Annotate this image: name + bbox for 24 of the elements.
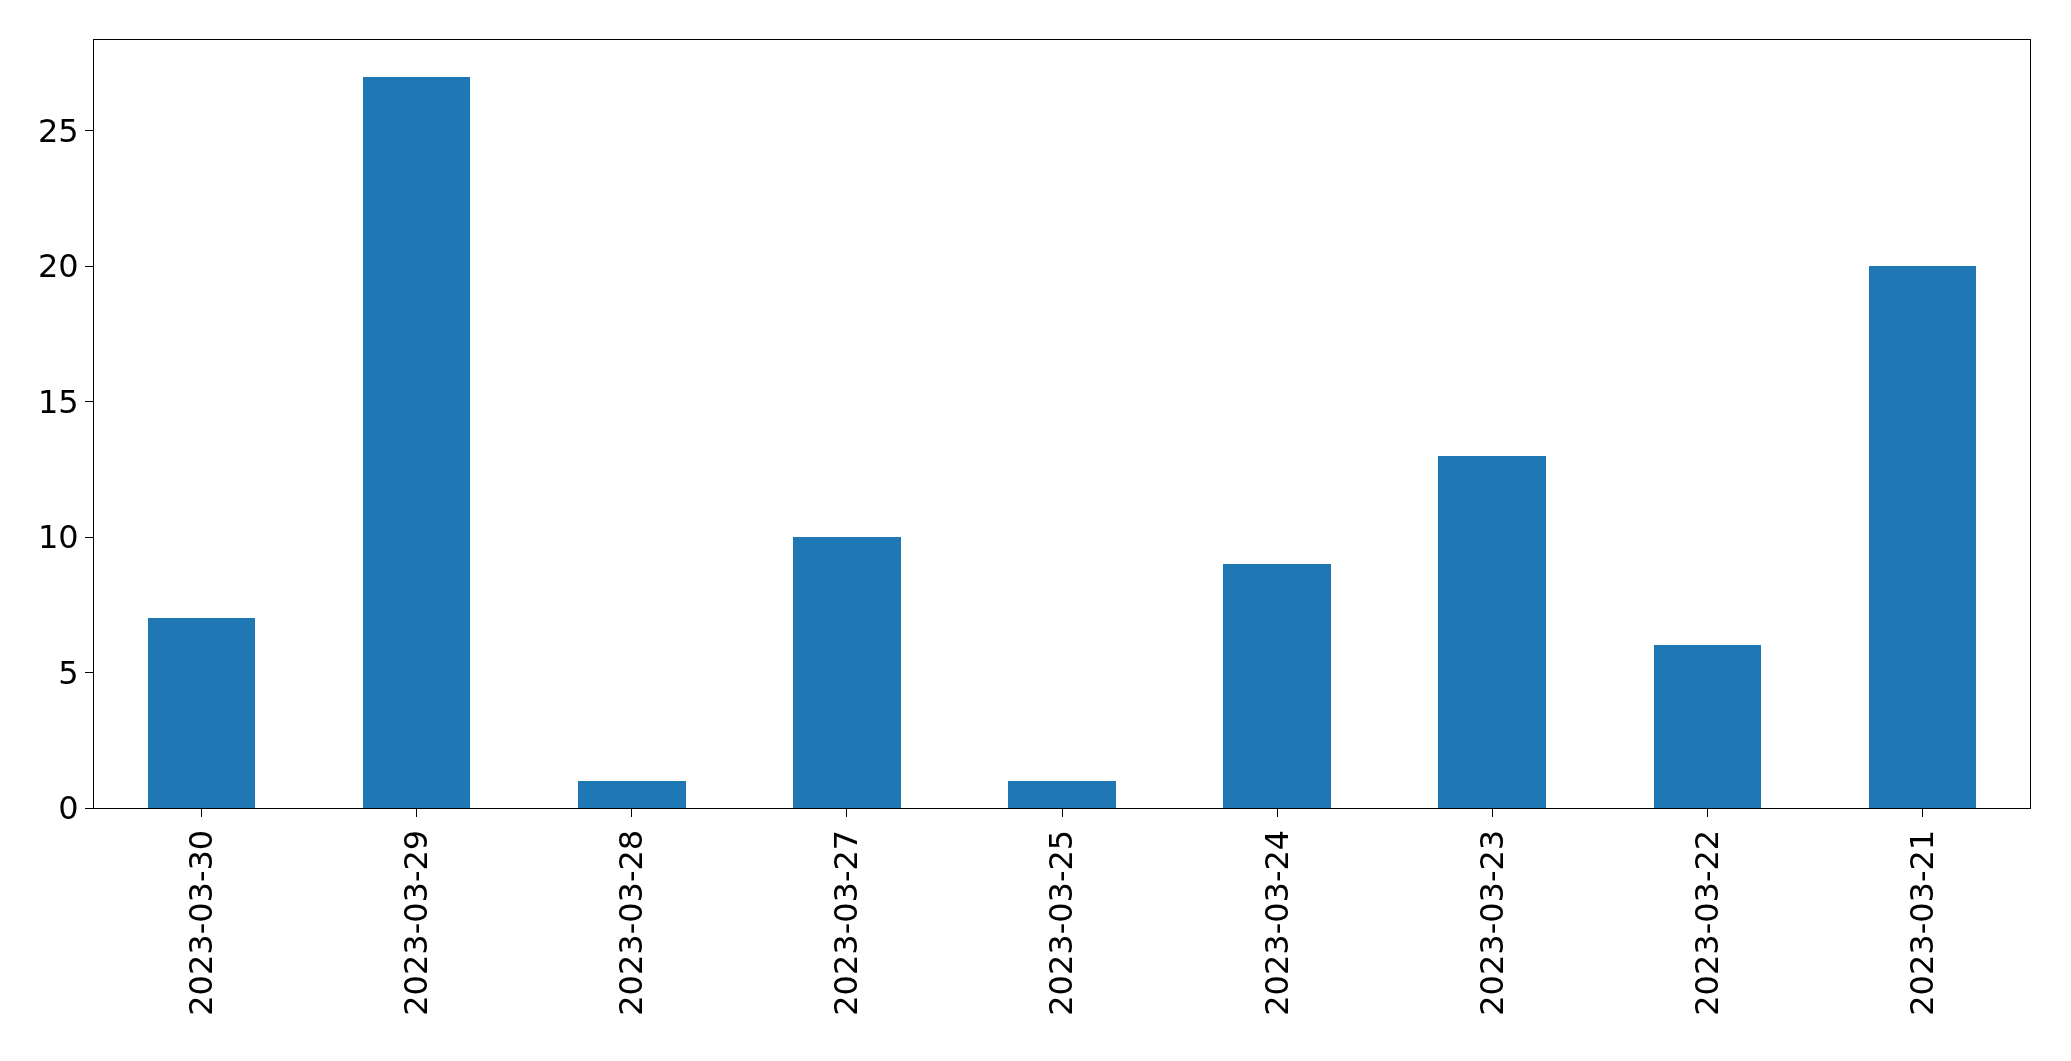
- bar: [363, 77, 470, 808]
- bar: [578, 781, 686, 808]
- x-tick-label: 2023-03-21: [1902, 829, 1941, 1016]
- y-tick-label: 10: [37, 518, 79, 557]
- bar: [1008, 781, 1116, 808]
- x-tick-label: 2023-03-23: [1472, 829, 1511, 1016]
- x-tick-label: 2023-03-22: [1687, 829, 1726, 1016]
- x-tick-label: 2023-03-24: [1257, 829, 1296, 1016]
- y-tick-label: 25: [37, 111, 79, 150]
- y-tick-label: 0: [58, 789, 79, 828]
- x-tick-label: 2023-03-29: [397, 829, 436, 1016]
- x-tick-label: 2023-03-27: [827, 829, 866, 1016]
- bar: [1223, 564, 1331, 808]
- y-tick-label: 15: [37, 382, 79, 421]
- bar: [1438, 456, 1546, 808]
- bar: [1654, 645, 1761, 808]
- bar: [1869, 266, 1976, 808]
- y-tick-label: 20: [37, 247, 79, 286]
- bar: [793, 537, 901, 808]
- y-tick-label: 5: [58, 653, 79, 692]
- bar: [148, 618, 255, 808]
- x-tick-label: 2023-03-30: [181, 829, 220, 1016]
- x-tick-label: 2023-03-28: [612, 829, 651, 1016]
- x-tick-label: 2023-03-25: [1042, 829, 1081, 1016]
